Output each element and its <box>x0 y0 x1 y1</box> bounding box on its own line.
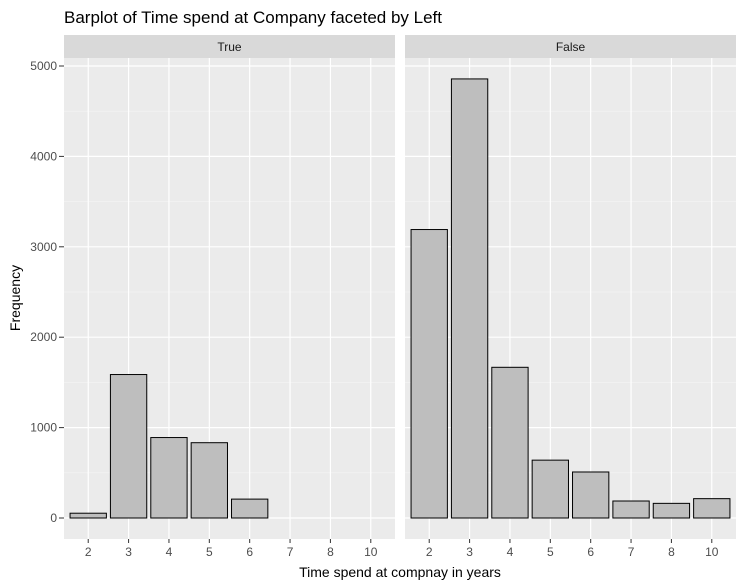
x-tick-label: 3 <box>125 545 132 559</box>
x-tick-label: 10 <box>705 545 719 559</box>
bar <box>572 471 610 519</box>
bar <box>231 498 269 519</box>
x-tick-label: 2 <box>85 545 92 559</box>
x-tick-label: 8 <box>668 545 675 559</box>
y-tick-label: 3000 <box>30 240 57 254</box>
y-tick-label: 2000 <box>30 330 57 344</box>
x-tick-label: 8 <box>327 545 334 559</box>
x-axis-title: Time spend at compnay in years <box>299 564 501 580</box>
bar <box>109 374 148 519</box>
facet-panel-true: True 2 3 4 5 6 7 8 10 <box>64 35 395 559</box>
x-tick-label: 4 <box>166 545 173 559</box>
bar <box>693 498 731 519</box>
chart-title: Barplot of Time spend at Company faceted… <box>64 8 442 27</box>
x-tick-label: 7 <box>628 545 635 559</box>
x-tick-label: 2 <box>426 545 433 559</box>
bar <box>69 512 107 519</box>
bar <box>612 500 650 519</box>
x-tick-label: 10 <box>364 545 378 559</box>
facet-panel-false: False 2 3 4 5 6 7 8 10 <box>405 35 736 559</box>
facet-panels: True 2 3 4 5 6 7 8 10 False 2 3 4 5 6 7 8 10 <box>64 35 736 559</box>
x-tick-label: 3 <box>466 545 473 559</box>
x-tick-label: 6 <box>246 545 253 559</box>
x-tick-label: 6 <box>587 545 594 559</box>
facet-strip-label: False <box>556 40 586 54</box>
y-tick-label: 4000 <box>30 149 57 163</box>
bar <box>190 442 228 519</box>
facet-strip-label: True <box>217 40 242 54</box>
y-tick-label: 0 <box>50 511 57 525</box>
bar <box>491 366 529 519</box>
y-axis: 0 1000 2000 3000 4000 5000 <box>30 59 64 525</box>
y-tick-label: 5000 <box>30 59 57 73</box>
x-tick-label: 5 <box>547 545 554 559</box>
bar <box>410 229 448 519</box>
facet-strip <box>405 35 736 58</box>
y-tick-label: 1000 <box>30 421 57 435</box>
bar <box>652 502 691 519</box>
x-tick-label: 4 <box>507 545 514 559</box>
x-tick-label: 5 <box>206 545 213 559</box>
bar <box>450 78 489 519</box>
facet-strip <box>64 35 395 58</box>
y-axis-title: Frequency <box>7 265 23 331</box>
bar <box>150 437 188 519</box>
bar <box>531 459 569 519</box>
x-tick-label: 7 <box>287 545 294 559</box>
